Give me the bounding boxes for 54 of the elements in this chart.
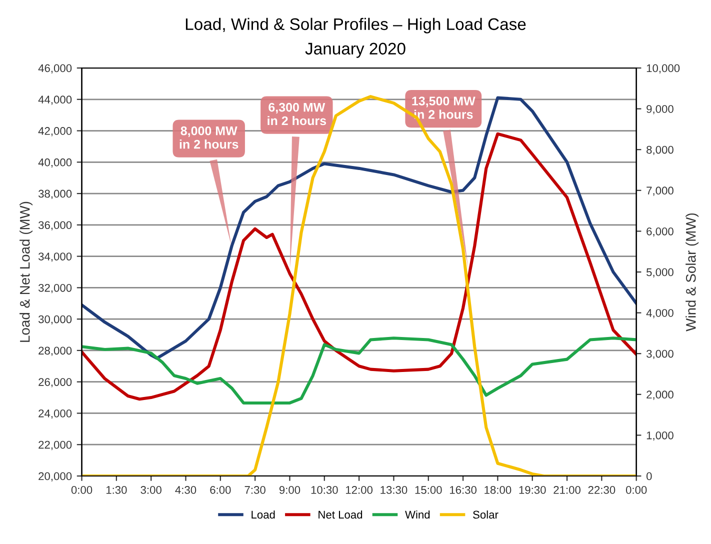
y-tick-label: 38,000 <box>38 190 72 199</box>
y-tick-label: 46,000 <box>38 64 72 74</box>
x-tick-label: 1:30 <box>106 486 127 494</box>
x-tick-label: 21:00 <box>554 486 580 494</box>
y-tick-label: 28,000 <box>38 346 72 356</box>
y-tick-label: 34,000 <box>38 252 72 262</box>
y2-tick-label: 5,000 <box>646 268 674 278</box>
legend-label: Net Load <box>318 510 362 519</box>
y2-tick-label: 0 <box>646 472 652 480</box>
y-tick-label: 24,000 <box>38 410 72 419</box>
x-tick-label: 10:30 <box>311 486 338 494</box>
x-tick-label: 15:00 <box>415 486 442 494</box>
x-tick-label: 16:30 <box>450 486 477 494</box>
line-series <box>82 336 636 404</box>
legend-label: Load <box>252 510 275 519</box>
legend-label: Wind <box>405 510 430 519</box>
chart-subtitle: January 2020 <box>305 42 406 58</box>
y-tick-label: 22,000 <box>38 440 72 450</box>
x-tick-label: 0:00 <box>626 486 647 494</box>
y2-tick-label: 3,000 <box>646 350 674 360</box>
y2-tick-label: 6,000 <box>646 227 674 237</box>
legend-label: Solar <box>473 510 498 519</box>
x-tick-label: 6:00 <box>210 486 231 494</box>
x-tick-label: 4:30 <box>175 486 196 494</box>
chart-title: Load, Wind & Solar Profiles – High Load Case <box>186 18 526 34</box>
x-tick-label: 9:00 <box>279 486 300 494</box>
y-tick-label: 42,000 <box>38 127 72 136</box>
annotation: 8,000 MW in 2 hours <box>180 126 238 149</box>
y2-axis-title: Wind & Solar (MW) <box>686 213 699 332</box>
x-tick-label: 22:30 <box>588 486 616 494</box>
x-tick-label: 0:00 <box>71 486 92 494</box>
y2-tick-label: 10,000 <box>646 64 680 74</box>
y-tick-label: 40,000 <box>38 158 72 168</box>
x-tick-label: 19:30 <box>519 486 546 494</box>
y2-tick-label: 4,000 <box>646 309 674 318</box>
y-tick-label: 36,000 <box>38 221 72 230</box>
y-tick-label: 32,000 <box>38 284 72 294</box>
y-tick-label: 20,000 <box>38 472 72 482</box>
y-tick-label: 26,000 <box>38 378 72 388</box>
y2-tick-label: 7,000 <box>646 186 674 196</box>
y2-tick-label: 9,000 <box>646 105 674 114</box>
y-tick-label: 44,000 <box>38 96 72 105</box>
y-axis-title: Load & Net Load (MW) <box>20 202 32 342</box>
y2-tick-label: 2,000 <box>646 390 674 400</box>
x-tick-label: 18:00 <box>484 486 512 494</box>
line-series <box>82 96 636 360</box>
x-tick-label: 7:30 <box>244 486 266 494</box>
annotation: 6,300 MW in 2 hours <box>268 102 326 126</box>
x-tick-label: 12:00 <box>346 486 373 494</box>
y-tick-label: 30,000 <box>38 315 72 325</box>
x-tick-label: 13:30 <box>380 486 408 494</box>
y2-tick-label: 1,000 <box>646 431 674 441</box>
y2-tick-label: 8,000 <box>646 146 674 156</box>
x-tick-label: 3:00 <box>140 486 162 494</box>
